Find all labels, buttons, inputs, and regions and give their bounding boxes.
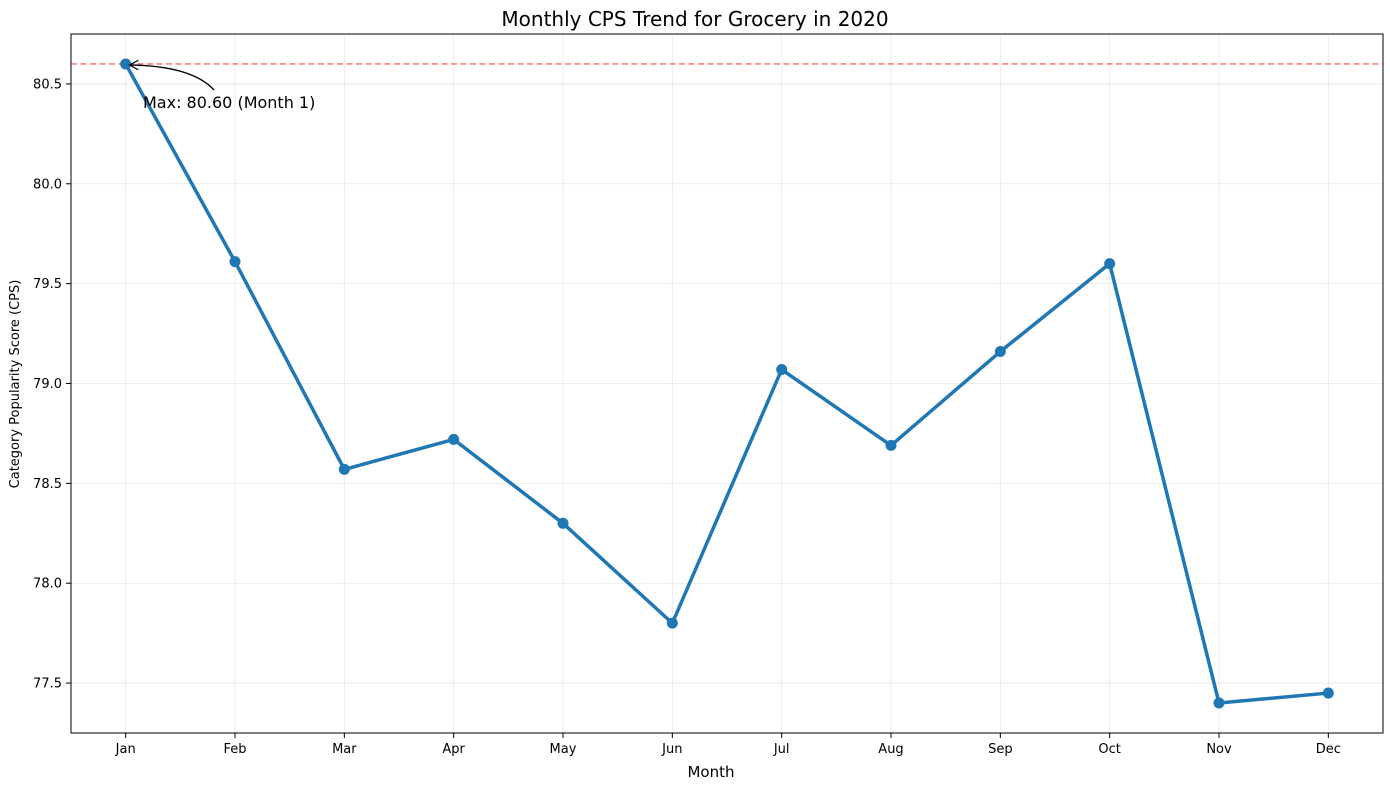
x-tick-label: Jan (115, 742, 136, 757)
series-line (123, 62, 1331, 705)
chart-title: Monthly CPS Trend for Grocery in 2020 (501, 7, 888, 31)
data-point (557, 517, 569, 529)
data-point (994, 346, 1006, 358)
y-tick-label: 78.0 (33, 577, 62, 592)
x-axis-ticks: Jan Feb Mar Apr May Jun Jul Aug Sep Oct Nov Dec (115, 733, 1341, 757)
y-tick-label: 78.5 (33, 477, 62, 492)
y-tick-label: 80.0 (33, 177, 62, 192)
data-point (338, 463, 350, 475)
x-axis-label: Month (687, 763, 734, 781)
x-tick-label: Feb (223, 742, 246, 757)
x-tick-label: Jun (661, 742, 682, 757)
annotation-text: Max: 80.60 (Month 1) (143, 93, 315, 112)
y-tick-label: 79.0 (33, 377, 62, 392)
data-point (120, 58, 132, 70)
y-tick-label: 80.5 (33, 77, 62, 92)
x-tick-label: Mar (332, 742, 357, 757)
x-tick-label: Apr (442, 742, 465, 757)
data-point (448, 433, 460, 445)
y-tick-label: 79.5 (33, 277, 62, 292)
data-point (1322, 687, 1334, 699)
x-tick-label: Jul (773, 742, 790, 757)
data-point (229, 256, 241, 268)
x-tick-label: Nov (1206, 742, 1232, 757)
x-tick-label: Oct (1098, 742, 1120, 757)
annotation-arrow (130, 65, 215, 91)
x-tick-label: Sep (988, 742, 1013, 757)
max-annotation: Max: 80.60 (Month 1) (130, 65, 315, 112)
data-point (776, 364, 788, 376)
data-point (666, 617, 678, 629)
data-point (1213, 697, 1225, 709)
y-axis-ticks: 77.5 78.0 78.5 79.0 79.5 80.0 80.5 (33, 77, 71, 692)
y-axis-label: Category Popularity Score (CPS) (8, 280, 23, 489)
series-layer (120, 58, 1334, 709)
grid (71, 34, 1383, 733)
y-tick-label: 77.5 (33, 677, 62, 692)
x-tick-label: Dec (1316, 742, 1341, 757)
x-tick-label: May (550, 742, 577, 757)
x-tick-label: Aug (878, 742, 903, 757)
data-point (885, 439, 897, 451)
data-point (1104, 258, 1116, 270)
